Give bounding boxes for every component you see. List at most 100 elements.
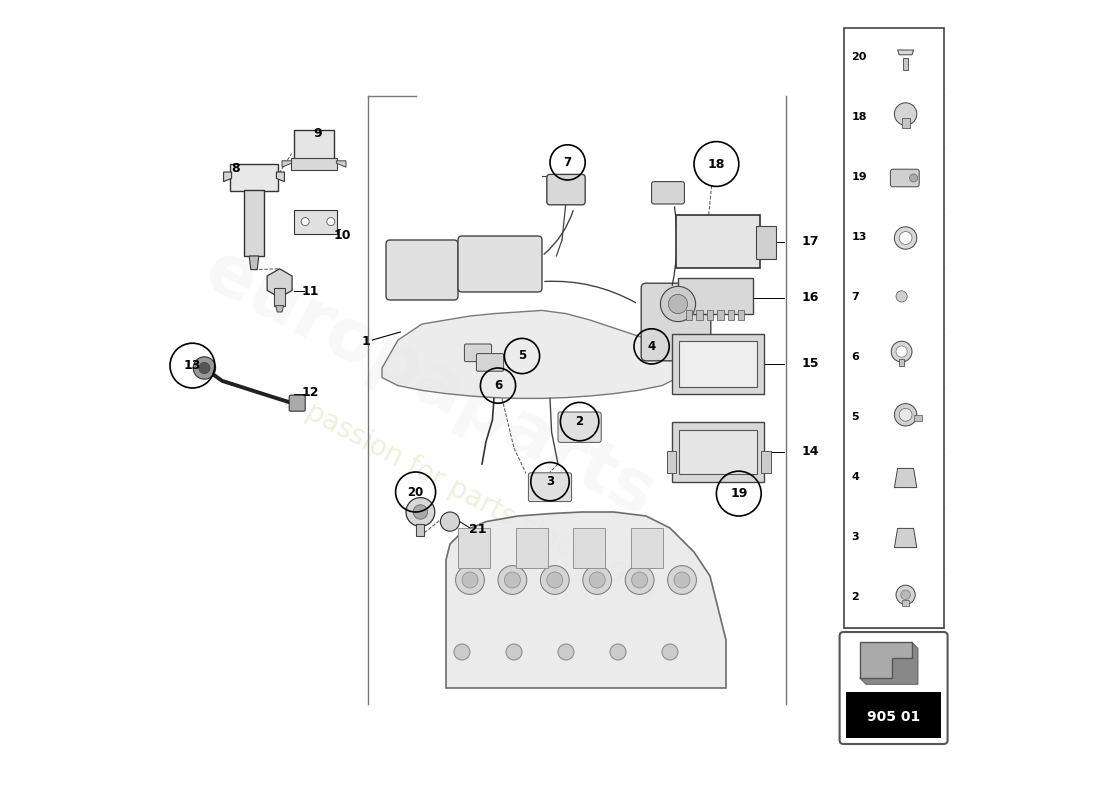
- Circle shape: [440, 512, 460, 531]
- Text: 8: 8: [231, 162, 240, 174]
- Text: 13: 13: [184, 359, 201, 372]
- Text: 14: 14: [802, 446, 820, 458]
- Text: 18: 18: [707, 158, 725, 170]
- Text: 7: 7: [563, 156, 572, 169]
- Text: 4: 4: [851, 472, 859, 482]
- Circle shape: [901, 590, 911, 600]
- Circle shape: [899, 232, 912, 245]
- Text: 19: 19: [730, 487, 748, 500]
- Text: 13: 13: [851, 232, 867, 242]
- Circle shape: [891, 341, 912, 362]
- FancyBboxPatch shape: [464, 344, 492, 362]
- FancyBboxPatch shape: [290, 158, 338, 170]
- Circle shape: [505, 572, 520, 588]
- Text: 19: 19: [851, 172, 867, 182]
- Circle shape: [590, 572, 605, 588]
- FancyBboxPatch shape: [679, 430, 757, 474]
- Bar: [727, 310, 734, 320]
- Bar: [738, 310, 745, 320]
- Text: 20: 20: [407, 486, 424, 498]
- Bar: [516, 528, 548, 568]
- Text: 18: 18: [851, 112, 867, 122]
- Circle shape: [894, 102, 916, 126]
- Circle shape: [910, 174, 917, 182]
- Bar: [458, 528, 490, 568]
- Circle shape: [301, 218, 309, 226]
- Text: 15: 15: [802, 358, 820, 370]
- FancyBboxPatch shape: [547, 174, 585, 205]
- FancyBboxPatch shape: [651, 182, 684, 204]
- Circle shape: [462, 572, 478, 588]
- Circle shape: [631, 572, 648, 588]
- Circle shape: [199, 362, 210, 374]
- Bar: [717, 310, 724, 320]
- Circle shape: [498, 566, 527, 594]
- Polygon shape: [446, 512, 726, 688]
- Circle shape: [896, 346, 907, 357]
- Polygon shape: [894, 528, 916, 547]
- Bar: [274, 288, 285, 306]
- FancyBboxPatch shape: [678, 278, 754, 314]
- Text: 16: 16: [802, 291, 820, 304]
- Circle shape: [406, 498, 434, 526]
- Circle shape: [454, 644, 470, 660]
- Bar: [707, 310, 713, 320]
- Text: 5: 5: [518, 350, 526, 362]
- Text: 4: 4: [648, 340, 656, 353]
- Polygon shape: [276, 306, 284, 312]
- FancyBboxPatch shape: [672, 422, 764, 482]
- Bar: [573, 528, 605, 568]
- Circle shape: [610, 644, 626, 660]
- Circle shape: [194, 357, 216, 379]
- FancyBboxPatch shape: [679, 341, 757, 387]
- Polygon shape: [267, 269, 293, 298]
- Bar: [846, 692, 942, 738]
- FancyBboxPatch shape: [458, 236, 542, 292]
- Text: 12: 12: [301, 386, 319, 399]
- Circle shape: [896, 291, 907, 302]
- Polygon shape: [337, 161, 346, 167]
- Text: 17: 17: [802, 235, 820, 248]
- Circle shape: [327, 218, 334, 226]
- Bar: [417, 524, 425, 536]
- Circle shape: [455, 566, 484, 594]
- FancyBboxPatch shape: [641, 283, 711, 361]
- Text: 5: 5: [851, 412, 859, 422]
- Text: 1: 1: [362, 335, 371, 348]
- Bar: [914, 415, 922, 421]
- FancyBboxPatch shape: [558, 412, 602, 442]
- Circle shape: [896, 586, 915, 605]
- Polygon shape: [223, 172, 232, 182]
- Polygon shape: [276, 172, 285, 182]
- FancyBboxPatch shape: [757, 226, 776, 259]
- Bar: [902, 118, 910, 127]
- Polygon shape: [250, 256, 258, 270]
- Text: 11: 11: [301, 285, 319, 298]
- Bar: [630, 528, 663, 568]
- FancyBboxPatch shape: [761, 451, 771, 473]
- Bar: [696, 310, 703, 320]
- Circle shape: [583, 566, 612, 594]
- Bar: [902, 600, 909, 606]
- Circle shape: [662, 644, 678, 660]
- FancyBboxPatch shape: [294, 130, 334, 161]
- Circle shape: [547, 572, 563, 588]
- FancyBboxPatch shape: [386, 240, 458, 300]
- Circle shape: [894, 404, 916, 426]
- Bar: [243, 190, 264, 256]
- Polygon shape: [859, 642, 912, 678]
- Text: europaparts: europaparts: [194, 236, 667, 532]
- FancyBboxPatch shape: [675, 215, 760, 268]
- Text: 2: 2: [575, 415, 584, 428]
- Polygon shape: [282, 161, 292, 167]
- Circle shape: [674, 572, 690, 588]
- FancyBboxPatch shape: [528, 473, 572, 502]
- Circle shape: [506, 644, 522, 660]
- Circle shape: [660, 286, 695, 322]
- Bar: [903, 58, 907, 70]
- FancyBboxPatch shape: [672, 334, 764, 394]
- Circle shape: [625, 566, 654, 594]
- FancyBboxPatch shape: [230, 164, 278, 191]
- FancyBboxPatch shape: [839, 632, 947, 744]
- Polygon shape: [898, 50, 914, 54]
